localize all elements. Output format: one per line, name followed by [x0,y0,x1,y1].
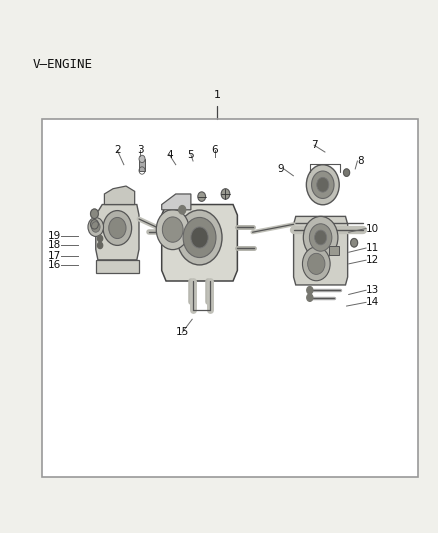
Circle shape [109,217,126,239]
Text: 8: 8 [357,156,364,166]
Polygon shape [162,205,237,281]
Circle shape [191,227,208,248]
Circle shape [311,171,334,198]
Circle shape [88,217,103,237]
Circle shape [343,169,350,176]
Bar [139,159,145,171]
Circle shape [156,209,189,249]
Text: 19: 19 [48,231,61,241]
Circle shape [98,236,102,241]
Circle shape [103,211,132,245]
Circle shape [304,216,338,259]
Text: 3: 3 [137,146,144,156]
Polygon shape [162,194,191,210]
Text: 2: 2 [114,146,121,156]
Polygon shape [96,205,139,260]
Polygon shape [293,216,348,285]
Circle shape [307,253,325,274]
Bar [42,119,418,478]
Text: 9: 9 [277,164,284,174]
Polygon shape [104,186,134,205]
Circle shape [306,165,339,205]
Circle shape [303,247,330,281]
Text: 11: 11 [366,243,379,253]
Text: 6: 6 [212,146,218,156]
Circle shape [183,217,216,257]
Bar [329,246,339,255]
Text: 17: 17 [48,251,61,261]
Text: 4: 4 [166,150,173,160]
Circle shape [314,230,327,245]
Circle shape [179,206,186,214]
Circle shape [139,155,145,163]
Circle shape [162,217,183,242]
Text: 18: 18 [48,240,61,251]
Circle shape [91,220,99,229]
Circle shape [198,192,205,201]
Polygon shape [96,260,139,273]
Circle shape [177,210,222,265]
Bar [42,119,418,478]
Text: 1: 1 [213,91,220,100]
Circle shape [309,224,332,251]
Text: 10: 10 [366,223,379,233]
Circle shape [98,242,102,248]
Text: 15: 15 [176,327,189,337]
Text: V–ENGINE: V–ENGINE [33,58,93,71]
Circle shape [317,177,329,192]
Circle shape [307,294,313,301]
Text: 16: 16 [48,260,61,270]
Circle shape [307,287,313,294]
Circle shape [351,239,357,247]
Text: 5: 5 [187,150,194,160]
Circle shape [221,189,230,199]
Text: 13: 13 [366,285,379,295]
Circle shape [92,222,100,232]
Text: 7: 7 [311,140,318,150]
Text: 12: 12 [366,255,379,265]
Circle shape [91,209,99,219]
Text: 14: 14 [366,297,379,308]
